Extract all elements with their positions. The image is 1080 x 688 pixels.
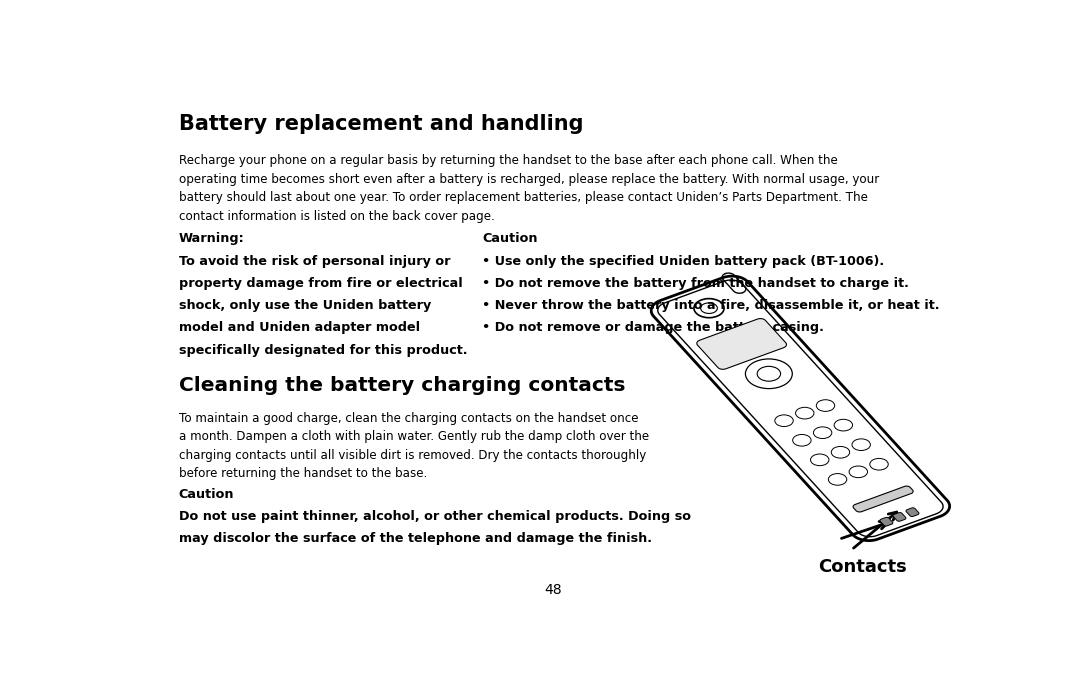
Text: 48: 48 bbox=[544, 583, 563, 597]
Text: contact information is listed on the back cover page.: contact information is listed on the bac… bbox=[178, 210, 495, 223]
Text: specifically designated for this product.: specifically designated for this product… bbox=[178, 344, 467, 357]
Text: operating time becomes short even after a battery is recharged, please replace t: operating time becomes short even after … bbox=[178, 173, 879, 186]
Text: Battery replacement and handling: Battery replacement and handling bbox=[178, 114, 583, 134]
Text: before returning the handset to the base.: before returning the handset to the base… bbox=[178, 467, 427, 480]
Text: property damage from fire or electrical: property damage from fire or electrical bbox=[178, 277, 462, 290]
Polygon shape bbox=[906, 508, 919, 517]
Text: • Do not remove the battery from the handset to charge it.: • Do not remove the battery from the han… bbox=[483, 277, 909, 290]
Text: Warning:: Warning: bbox=[178, 233, 244, 246]
Polygon shape bbox=[697, 319, 786, 369]
Polygon shape bbox=[853, 486, 913, 512]
Text: • Do not remove or damage the battery casing.: • Do not remove or damage the battery ca… bbox=[483, 321, 824, 334]
Text: Caution: Caution bbox=[483, 233, 538, 246]
Text: Contacts: Contacts bbox=[818, 558, 907, 576]
Text: • Never throw the battery into a fire, disassemble it, or heat it.: • Never throw the battery into a fire, d… bbox=[483, 299, 940, 312]
Text: a month. Dampen a cloth with plain water. Gently rub the damp cloth over the: a month. Dampen a cloth with plain water… bbox=[178, 430, 649, 443]
Text: may discolor the surface of the telephone and damage the finish.: may discolor the surface of the telephon… bbox=[178, 533, 651, 546]
Text: Recharge your phone on a regular basis by returning the handset to the base afte: Recharge your phone on a regular basis b… bbox=[178, 154, 837, 167]
Text: Caution: Caution bbox=[178, 488, 234, 501]
Text: charging contacts until all visible dirt is removed. Dry the contacts thoroughly: charging contacts until all visible dirt… bbox=[178, 449, 646, 462]
Polygon shape bbox=[893, 513, 906, 522]
Polygon shape bbox=[880, 517, 893, 526]
Text: shock, only use the Uniden battery: shock, only use the Uniden battery bbox=[178, 299, 431, 312]
Text: battery should last about one year. To order replacement batteries, please conta: battery should last about one year. To o… bbox=[178, 191, 867, 204]
Text: model and Uniden adapter model: model and Uniden adapter model bbox=[178, 321, 420, 334]
Text: To maintain a good charge, clean the charging contacts on the handset once: To maintain a good charge, clean the cha… bbox=[178, 411, 638, 424]
Text: To avoid the risk of personal injury or: To avoid the risk of personal injury or bbox=[178, 255, 450, 268]
Text: Cleaning the battery charging contacts: Cleaning the battery charging contacts bbox=[178, 376, 625, 394]
Text: Do not use paint thinner, alcohol, or other chemical products. Doing so: Do not use paint thinner, alcohol, or ot… bbox=[178, 510, 690, 523]
Text: • Use only the specified Uniden battery pack (BT-1006).: • Use only the specified Uniden battery … bbox=[483, 255, 885, 268]
